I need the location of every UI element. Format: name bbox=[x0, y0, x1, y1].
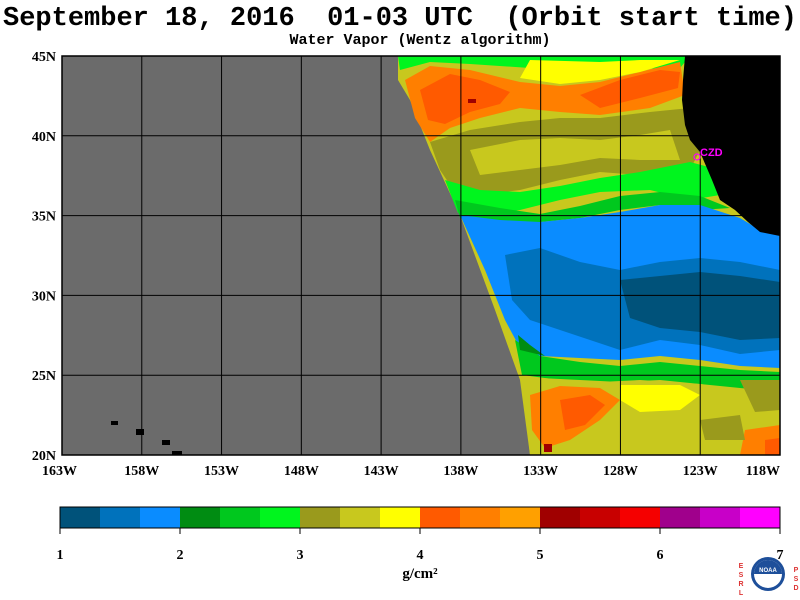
colorbar-swatch bbox=[380, 507, 421, 528]
lon-label: 163W bbox=[42, 464, 77, 479]
logo-letter-right: S bbox=[794, 576, 799, 583]
colorbar-swatch bbox=[540, 507, 581, 528]
chart-subtitle: Water Vapor (Wentz algorithm) bbox=[289, 32, 551, 49]
colorbar-swatch bbox=[60, 507, 101, 528]
logo-letter-left: S bbox=[739, 572, 744, 579]
chart-title: September 18, 2016 01-03 UTC (Orbit star… bbox=[3, 4, 797, 34]
logo-letter-right: D bbox=[793, 585, 798, 592]
colorbar-tick-label: 7 bbox=[777, 548, 784, 563]
water-vapor-swath bbox=[398, 56, 780, 455]
colorbar-tick-label: 3 bbox=[297, 548, 304, 563]
lon-label: 123W bbox=[683, 464, 718, 479]
lon-label: 133W bbox=[523, 464, 558, 479]
colorbar-swatch bbox=[620, 507, 661, 528]
logo-letter-left: L bbox=[739, 590, 744, 597]
lat-label: 40N bbox=[32, 130, 56, 145]
longitude-labels: 163W 158W 153W 148W 143W 138W 133W 128W 123W 118W bbox=[42, 464, 780, 479]
colorbar-ticks: 1 2 3 4 5 6 7 bbox=[57, 528, 784, 563]
land-coastline bbox=[682, 56, 780, 236]
colorbar-tick-label: 2 bbox=[177, 548, 184, 563]
colorbar-swatch bbox=[100, 507, 141, 528]
lon-label: 143W bbox=[364, 464, 399, 479]
hawaii-islands bbox=[111, 421, 182, 455]
noaa-logo-name: NOAA bbox=[759, 568, 777, 574]
colorbar-tick-label: 1 bbox=[57, 548, 64, 563]
colorbar-swatch bbox=[500, 507, 541, 528]
lat-label: 20N bbox=[32, 449, 56, 464]
colorbar-tick-label: 6 bbox=[657, 548, 664, 563]
map-border bbox=[61, 55, 781, 456]
colorbar-swatch bbox=[220, 507, 261, 528]
colorbar-swatch bbox=[660, 507, 701, 528]
colorbar-tick-label: 5 bbox=[537, 548, 544, 563]
lon-label: 118W bbox=[746, 464, 780, 479]
lon-label: 148W bbox=[284, 464, 319, 479]
colorbar-units: g/cm² bbox=[402, 566, 438, 582]
logo-letter-left: E bbox=[739, 563, 744, 570]
colorbar-swatch bbox=[700, 507, 741, 528]
colorbar-swatch bbox=[420, 507, 461, 528]
latitude-labels: 45N 40N 35N 30N 25N 20N bbox=[32, 50, 56, 464]
colorbar-swatch bbox=[180, 507, 221, 528]
colorbar-tick-label: 4 bbox=[417, 548, 424, 563]
lat-lon-grid bbox=[62, 56, 780, 455]
lon-label: 128W bbox=[603, 464, 638, 479]
colorbar bbox=[59, 506, 781, 529]
lat-label: 35N bbox=[32, 210, 56, 225]
colorbar-swatch bbox=[140, 507, 181, 528]
lon-label: 153W bbox=[204, 464, 239, 479]
lat-label: 45N bbox=[32, 50, 56, 65]
logo-letter-right: P bbox=[794, 567, 799, 574]
colorbar-swatch bbox=[340, 507, 381, 528]
lat-label: 30N bbox=[32, 289, 56, 304]
lon-label: 158W bbox=[124, 464, 159, 479]
colorbar-swatch bbox=[740, 507, 781, 528]
logo-letter-left: R bbox=[738, 581, 743, 588]
station-label: CZD bbox=[700, 147, 723, 159]
colorbar-swatch bbox=[260, 507, 301, 528]
lon-label: 138W bbox=[443, 464, 478, 479]
lat-label: 25N bbox=[32, 369, 56, 384]
colorbar-swatch bbox=[580, 507, 621, 528]
station-marker: CZD bbox=[693, 147, 723, 161]
colorbar-swatch bbox=[460, 507, 501, 528]
colorbar-swatch bbox=[300, 507, 341, 528]
map-panel bbox=[62, 56, 780, 455]
